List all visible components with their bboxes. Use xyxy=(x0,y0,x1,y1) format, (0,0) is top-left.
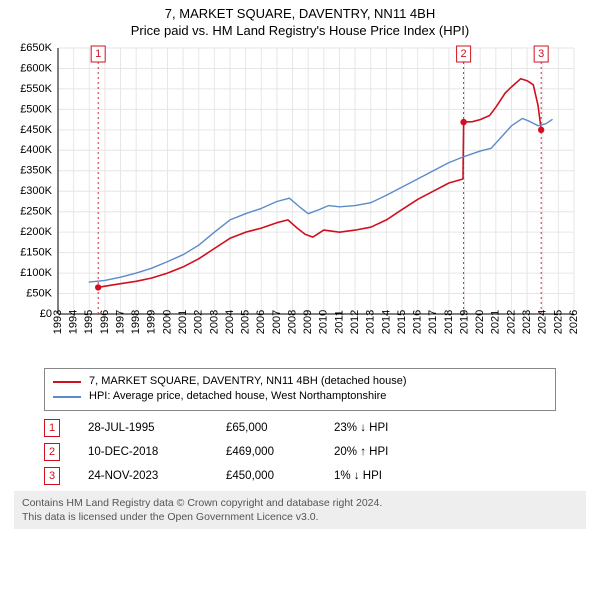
page-subtitle: Price paid vs. HM Land Registry's House … xyxy=(0,23,600,38)
svg-text:2022: 2022 xyxy=(505,310,517,334)
svg-text:2010: 2010 xyxy=(318,310,330,334)
event-marker-3: 3 xyxy=(44,467,60,485)
events-table: 1 28-JUL-1995 £65,000 23% ↓ HPI 2 10-DEC… xyxy=(44,419,556,485)
svg-text:2000: 2000 xyxy=(161,310,173,334)
svg-text:2014: 2014 xyxy=(380,310,392,334)
legend-label: HPI: Average price, detached house, West… xyxy=(89,389,386,404)
event-price: £469,000 xyxy=(226,446,306,458)
svg-text:£350K: £350K xyxy=(20,165,52,177)
svg-text:2024: 2024 xyxy=(537,310,549,334)
event-price: £65,000 xyxy=(226,422,306,434)
svg-text:1999: 1999 xyxy=(146,310,158,334)
svg-text:2003: 2003 xyxy=(208,310,220,334)
svg-text:2017: 2017 xyxy=(427,310,439,334)
svg-text:2006: 2006 xyxy=(255,310,267,334)
svg-text:£400K: £400K xyxy=(20,144,52,156)
legend-swatch-price-paid xyxy=(53,381,81,383)
svg-text:£100K: £100K xyxy=(20,267,52,279)
svg-text:1994: 1994 xyxy=(68,310,80,334)
svg-text:2016: 2016 xyxy=(412,310,424,334)
event-price: £450,000 xyxy=(226,470,306,482)
legend-row: 7, MARKET SQUARE, DAVENTRY, NN11 4BH (de… xyxy=(53,374,547,389)
event-diff: 23% ↓ HPI xyxy=(334,422,434,434)
svg-text:1996: 1996 xyxy=(99,310,111,334)
svg-text:2026: 2026 xyxy=(568,310,580,334)
svg-text:2004: 2004 xyxy=(224,310,236,334)
svg-text:2007: 2007 xyxy=(271,310,283,334)
svg-text:1998: 1998 xyxy=(130,310,142,334)
footer-line1: Contains HM Land Registry data © Crown c… xyxy=(22,496,578,510)
svg-text:2005: 2005 xyxy=(240,310,252,334)
price-chart: £0 £50K £100K £150K £200K £250K £300K £350K £400… xyxy=(14,42,586,362)
svg-text:2015: 2015 xyxy=(396,310,408,334)
svg-text:3: 3 xyxy=(538,48,544,60)
legend-swatch-hpi xyxy=(53,396,81,398)
page-title: 7, MARKET SQUARE, DAVENTRY, NN11 4BH xyxy=(0,6,600,21)
svg-text:£550K: £550K xyxy=(20,83,52,95)
svg-text:1997: 1997 xyxy=(114,310,126,334)
svg-text:2012: 2012 xyxy=(349,310,361,334)
event-marker-1: 1 xyxy=(44,419,60,437)
event-row: 3 24-NOV-2023 £450,000 1% ↓ HPI xyxy=(44,467,556,485)
svg-text:£450K: £450K xyxy=(20,124,52,136)
svg-text:£600K: £600K xyxy=(20,62,52,74)
svg-text:2023: 2023 xyxy=(521,310,533,334)
svg-text:2: 2 xyxy=(461,48,467,60)
svg-text:2025: 2025 xyxy=(552,310,564,334)
svg-text:1995: 1995 xyxy=(83,310,95,334)
svg-text:2013: 2013 xyxy=(365,310,377,334)
svg-text:2009: 2009 xyxy=(302,310,314,334)
svg-text:2002: 2002 xyxy=(193,310,205,334)
event-diff: 20% ↑ HPI xyxy=(334,446,434,458)
svg-text:£200K: £200K xyxy=(20,226,52,238)
svg-text:£150K: £150K xyxy=(20,247,52,259)
svg-text:2020: 2020 xyxy=(474,310,486,334)
svg-text:£500K: £500K xyxy=(20,103,52,115)
attribution-footer: Contains HM Land Registry data © Crown c… xyxy=(14,491,586,529)
svg-text:£50K: £50K xyxy=(26,287,52,299)
svg-text:£650K: £650K xyxy=(20,42,52,54)
legend-label: 7, MARKET SQUARE, DAVENTRY, NN11 4BH (de… xyxy=(89,374,407,389)
event-row: 2 10-DEC-2018 £469,000 20% ↑ HPI xyxy=(44,443,556,461)
svg-text:£0: £0 xyxy=(40,308,52,320)
event-date: 28-JUL-1995 xyxy=(88,422,198,434)
svg-text:2001: 2001 xyxy=(177,310,189,334)
footer-line2: This data is licensed under the Open Gov… xyxy=(22,510,578,524)
svg-text:2008: 2008 xyxy=(286,310,298,334)
event-date: 24-NOV-2023 xyxy=(88,470,198,482)
svg-text:2021: 2021 xyxy=(490,310,502,334)
legend-row: HPI: Average price, detached house, West… xyxy=(53,389,547,404)
event-row: 1 28-JUL-1995 £65,000 23% ↓ HPI xyxy=(44,419,556,437)
event-date: 10-DEC-2018 xyxy=(88,446,198,458)
svg-text:£300K: £300K xyxy=(20,185,52,197)
svg-text:2019: 2019 xyxy=(458,310,470,334)
event-marker-2: 2 xyxy=(44,443,60,461)
svg-text:1: 1 xyxy=(95,48,101,60)
legend: 7, MARKET SQUARE, DAVENTRY, NN11 4BH (de… xyxy=(44,368,556,411)
svg-text:2018: 2018 xyxy=(443,310,455,334)
event-diff: 1% ↓ HPI xyxy=(334,470,434,482)
chart-canvas: £0 £50K £100K £150K £200K £250K £300K £350K £400… xyxy=(14,42,586,362)
svg-text:£250K: £250K xyxy=(20,206,52,218)
